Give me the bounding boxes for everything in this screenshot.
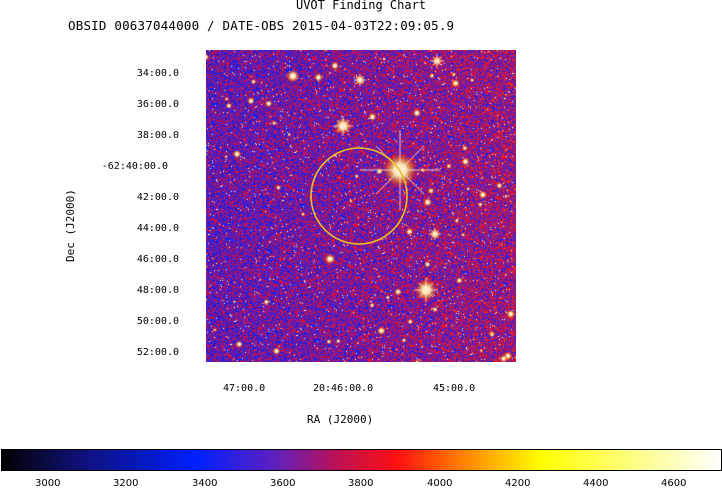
region-overlay (310, 147, 408, 245)
dec-tick: 38:00.0 (136, 130, 179, 141)
colorbar (1, 449, 722, 471)
colorbar-tick: 4600 (661, 478, 687, 489)
dec-tick: 36:00.0 (136, 99, 179, 110)
colorbar-tick: 3800 (348, 478, 374, 489)
dec-tick: 48:00.0 (136, 285, 179, 296)
colorbar-tick: 4400 (583, 478, 609, 489)
x-axis-label: RA (J2000) (307, 413, 374, 426)
colorbar-tick: 4200 (505, 478, 531, 489)
ra-tick: 47:00.0 (223, 383, 266, 394)
chart-subtitle: OBSID 00637044000 / DATE-OBS 2015-04-03T… (68, 18, 455, 33)
ra-tick: 20:46:00.0 (313, 383, 374, 394)
colorbar-tick: 3600 (270, 478, 296, 489)
colorbar-tick: 3400 (192, 478, 218, 489)
sky-image-canvas (206, 50, 516, 362)
dec-tick: 34:00.0 (136, 68, 179, 79)
dec-tick: 46:00.0 (136, 254, 179, 265)
ra-tick: 45:00.0 (433, 383, 476, 394)
chart-title: UVOT Finding Chart (295, 0, 427, 12)
colorbar-tick: 3000 (35, 478, 61, 489)
dec-tick: 42:00.0 (136, 192, 179, 203)
dec-tick: -62:40:00.0 (101, 161, 168, 172)
y-axis-label: Dec (J2000) (64, 189, 77, 262)
dec-tick: 44:00.0 (136, 223, 179, 234)
source-region-circle (310, 147, 408, 245)
dec-tick: 52:00.0 (136, 347, 179, 358)
colorbar-tick: 3200 (113, 478, 139, 489)
dec-tick: 50:00.0 (136, 316, 179, 327)
colorbar-tick: 4000 (427, 478, 453, 489)
sky-image[interactable] (206, 50, 516, 362)
